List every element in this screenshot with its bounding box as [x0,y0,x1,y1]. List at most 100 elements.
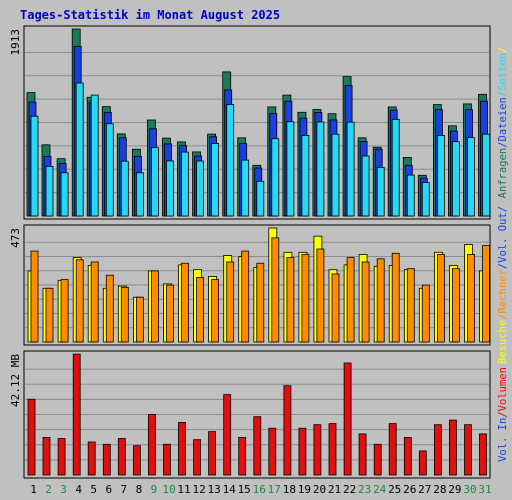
panel-top: 1913 [9,25,491,220]
day-label-7: 7 [120,483,127,496]
bar-volumen-day-16 [253,416,262,476]
bar-rechner-day-14 [226,261,235,343]
bar-rechner-day-19 [301,253,310,343]
bar-volumen-day-28 [433,424,442,476]
bar-rechner-day-6 [105,274,114,343]
bar-volumen-day-29 [448,419,457,476]
bar-rechner-day-18 [286,257,295,343]
bar-seiten-day-17 [271,138,280,217]
bar-rechner-day-31 [482,245,490,343]
bar-volumen-day-21 [328,423,337,476]
bar-rechner-day-28 [436,254,445,343]
bar-rechner-day-30 [467,254,475,343]
bar-seiten-day-29 [451,141,460,217]
bar-seiten-day-14 [226,104,235,217]
day-label-9: 9 [151,483,158,496]
bar-rechner-day-27 [421,284,430,343]
bar-volumen-day-17 [268,427,277,476]
x-axis-day-labels: 1 2 3 4 5 6 7 8 9 10 11 12 13 14 15 16 17 18 19 20 21 22 23 24 2… [30,483,491,496]
y-max-label: 1913 [9,29,22,56]
bar-volumen-day-4 [72,353,81,476]
bar-volumen-day-14 [223,394,232,476]
bar-volumen-day-30 [464,424,472,476]
day-label-23: 23 [358,483,371,496]
right-legend-part: Anfragen [497,148,509,199]
bar-rechner-day-11 [181,262,189,343]
right-legend-part: / [497,206,509,212]
right-legend-part: / [497,411,509,417]
bar-seiten-day-6 [105,123,114,217]
bar-volumen-day-24 [373,443,382,476]
right-legend-part: Besuche [497,320,509,364]
bar-seiten-day-28 [436,134,445,217]
day-label-5: 5 [90,483,97,496]
right-legend-bottom: Vol. In/Volumen [497,367,509,462]
bar-seiten-day-30 [467,137,475,217]
bar-volumen-day-26 [403,436,412,476]
bar-rechner-day-15 [241,250,250,343]
day-label-26: 26 [403,483,416,496]
bar-rechner-day-25 [391,252,400,343]
bar-rechner-day-9 [150,270,159,343]
bar-seiten-day-24 [376,166,385,217]
right-legend-part: / [497,91,509,97]
bar-rechner-day-26 [406,268,415,343]
bar-rechner-day-3 [60,279,69,343]
bar-volumen-day-10 [163,443,171,476]
bar-volumen-day-25 [388,423,397,476]
day-label-11: 11 [177,483,190,496]
bar-rechner-day-20 [316,248,325,343]
bar-volumen-day-2 [42,436,51,476]
bar-seiten-day-16 [256,180,265,217]
bar-seiten-day-13 [211,143,220,217]
bar-rechner-day-5 [90,261,99,343]
bar-seiten-day-7 [120,160,129,217]
panel-middle: 473 [9,224,491,346]
day-label-15: 15 [238,483,251,496]
bar-seiten-day-8 [135,172,144,217]
right-legend-part: Vol. Out [497,212,509,263]
bar-rechner-day-24 [376,258,385,343]
day-label-31: 31 [478,483,491,496]
day-label-3: 3 [60,483,67,496]
bar-volumen-day-6 [102,443,111,476]
bar-seiten-day-15 [241,159,250,217]
bar-seiten-day-23 [361,155,370,217]
bar-volumen-day-11 [178,421,186,476]
bar-seiten-day-31 [482,133,490,217]
day-label-30: 30 [463,483,476,496]
bar-rechner-day-13 [211,279,220,343]
bar-rechner-day-17 [271,237,280,343]
day-label-1: 1 [30,483,37,496]
right-legend-part: / [497,141,509,147]
day-label-6: 6 [105,483,112,496]
day-label-4: 4 [75,483,82,496]
y-max-label: 473 [9,228,22,248]
day-label-10: 10 [162,483,175,496]
right-legend-part: Seiten [497,53,509,91]
bar-rechner-day-21 [331,273,340,343]
bar-volumen-day-19 [298,427,307,476]
bar-seiten-day-26 [406,174,415,217]
bar-rechner-day-16 [256,262,265,343]
right-legend-part: / [497,47,509,53]
bar-seiten-day-5 [90,94,99,217]
bar-seiten-day-10 [166,160,174,217]
right-legend-top: Anfragen/Dateien/Seiten/ [497,47,509,199]
bar-seiten-day-4 [75,82,84,217]
day-label-25: 25 [388,483,401,496]
day-label-8: 8 [136,483,143,496]
day-label-27: 27 [418,483,431,496]
bar-rechner-day-2 [45,287,54,343]
chart-panels: 1913 473 42.12 MB [9,25,491,479]
bar-seiten-day-20 [316,121,325,217]
bar-volumen-day-8 [132,445,141,476]
day-label-13: 13 [207,483,220,496]
bar-seiten-day-3 [60,172,69,217]
bar-seiten-day-9 [150,147,159,217]
bar-seiten-day-18 [286,121,295,217]
bar-volumen-day-12 [193,439,202,476]
right-legend-part: / [497,263,509,269]
right-axis-labels: Anfragen/Dateien/Seiten/Besuche/Rechner/… [497,47,509,462]
